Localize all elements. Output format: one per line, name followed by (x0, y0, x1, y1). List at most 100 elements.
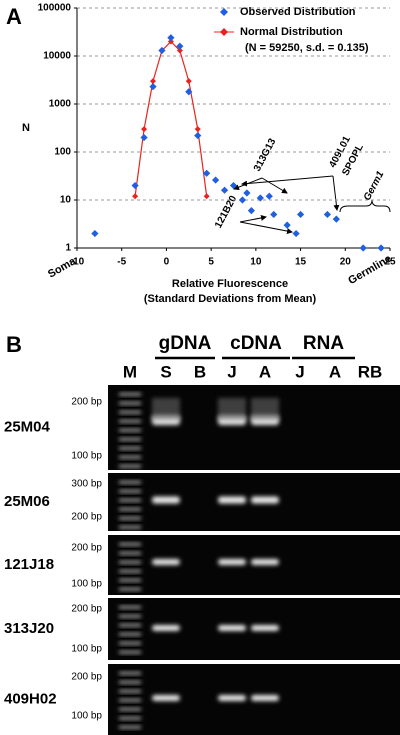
lane-label: M (123, 362, 137, 381)
data-point (229, 181, 238, 190)
ladder-band (119, 633, 141, 636)
data-point (158, 46, 166, 55)
panel-label: B (6, 332, 22, 357)
marker-label: 100 bp (71, 451, 102, 462)
ladder-band (119, 429, 141, 432)
data-point (141, 126, 148, 133)
dna-band (152, 695, 180, 701)
y-tick-label: 10 (60, 195, 72, 206)
data-point (377, 244, 385, 252)
lane-label: A (259, 362, 271, 381)
lane-label: B (194, 362, 206, 381)
data-point (132, 193, 139, 200)
data-point (203, 169, 211, 177)
data-point (212, 176, 220, 184)
ladder-band (119, 456, 141, 459)
data-point (167, 38, 174, 45)
y-axis-label: N (22, 122, 30, 134)
data-point (176, 47, 183, 54)
data-point (359, 244, 367, 252)
group-label: cDNA (230, 333, 282, 354)
row-label: 313J20 (4, 620, 54, 637)
ladder-band (119, 508, 141, 511)
panel-label: A (6, 4, 22, 29)
ladder-band (119, 726, 141, 729)
annotation: 121B20 (213, 194, 239, 230)
data-point (194, 126, 201, 133)
ladder-band (119, 438, 141, 441)
ladder-band (119, 517, 141, 520)
ladder-band (119, 651, 141, 654)
legend-marker (220, 8, 228, 16)
ladder-band (119, 699, 141, 702)
row-label: 25M04 (4, 418, 51, 435)
data-point (91, 229, 99, 238)
ladder-band (119, 420, 141, 423)
series-line (134, 40, 208, 197)
y-tick-label: 1000 (49, 99, 72, 110)
x-tick-label: 5 (208, 257, 214, 268)
ladder-band (119, 411, 141, 414)
data-point (292, 229, 300, 238)
ladder-band (119, 499, 141, 502)
ladder-band (119, 543, 141, 546)
dna-band (218, 695, 246, 701)
marker-label: 100 bp (71, 579, 102, 590)
data-point (323, 210, 331, 219)
ladder-band (119, 526, 141, 529)
ladder-band (119, 570, 141, 573)
lane-label: J (227, 362, 236, 381)
dna-band (251, 559, 279, 565)
marker-label: 200 bp (71, 604, 102, 615)
dna-band (218, 625, 246, 631)
marker-label: 200 bp (71, 543, 102, 554)
x-axis-label: Relative Fluorescence (172, 278, 288, 290)
data-point (220, 186, 229, 194)
data-point (176, 42, 184, 50)
data-point (194, 131, 202, 140)
gel-image (108, 385, 400, 470)
data-point (256, 194, 264, 202)
ladder-band (119, 393, 141, 396)
dna-band (251, 496, 279, 504)
dna-band (152, 625, 180, 631)
ladder-band (119, 690, 141, 693)
data-point (265, 192, 273, 200)
dna-band (218, 496, 246, 504)
legend-label: Normal Distribution (240, 26, 343, 38)
dna-band (152, 496, 180, 504)
x-tick-label: -5 (117, 257, 126, 268)
ladder-band (119, 642, 141, 645)
lane-label: S (160, 362, 171, 381)
marker-label: 300 bp (71, 479, 102, 490)
dna-smear (251, 398, 279, 420)
lane-label: RB (358, 362, 383, 381)
data-point (167, 34, 175, 42)
dna-band (152, 559, 180, 565)
data-point (247, 207, 255, 215)
ladder-band (119, 615, 141, 618)
dna-band (251, 695, 279, 701)
ladder-band (119, 579, 141, 582)
data-point (150, 78, 157, 85)
dna-band (218, 559, 246, 565)
ladder-band (119, 588, 141, 591)
ladder-band (119, 465, 141, 468)
data-point (185, 88, 193, 96)
x-tick-label: 15 (295, 257, 307, 268)
row-label: 25M06 (4, 493, 50, 510)
ladder-band (119, 490, 141, 493)
ladder-band (119, 402, 141, 405)
ladder-band (119, 681, 141, 684)
ladder-band (119, 624, 141, 627)
lane-label: J (295, 362, 304, 381)
row-label: 121J18 (4, 556, 54, 573)
lane-label: A (329, 362, 341, 381)
data-point (131, 181, 139, 190)
data-point (243, 189, 251, 197)
ladder-band (119, 606, 141, 609)
ladder-band (119, 447, 141, 450)
data-point (140, 133, 148, 142)
y-tick-label: 1 (65, 243, 71, 254)
